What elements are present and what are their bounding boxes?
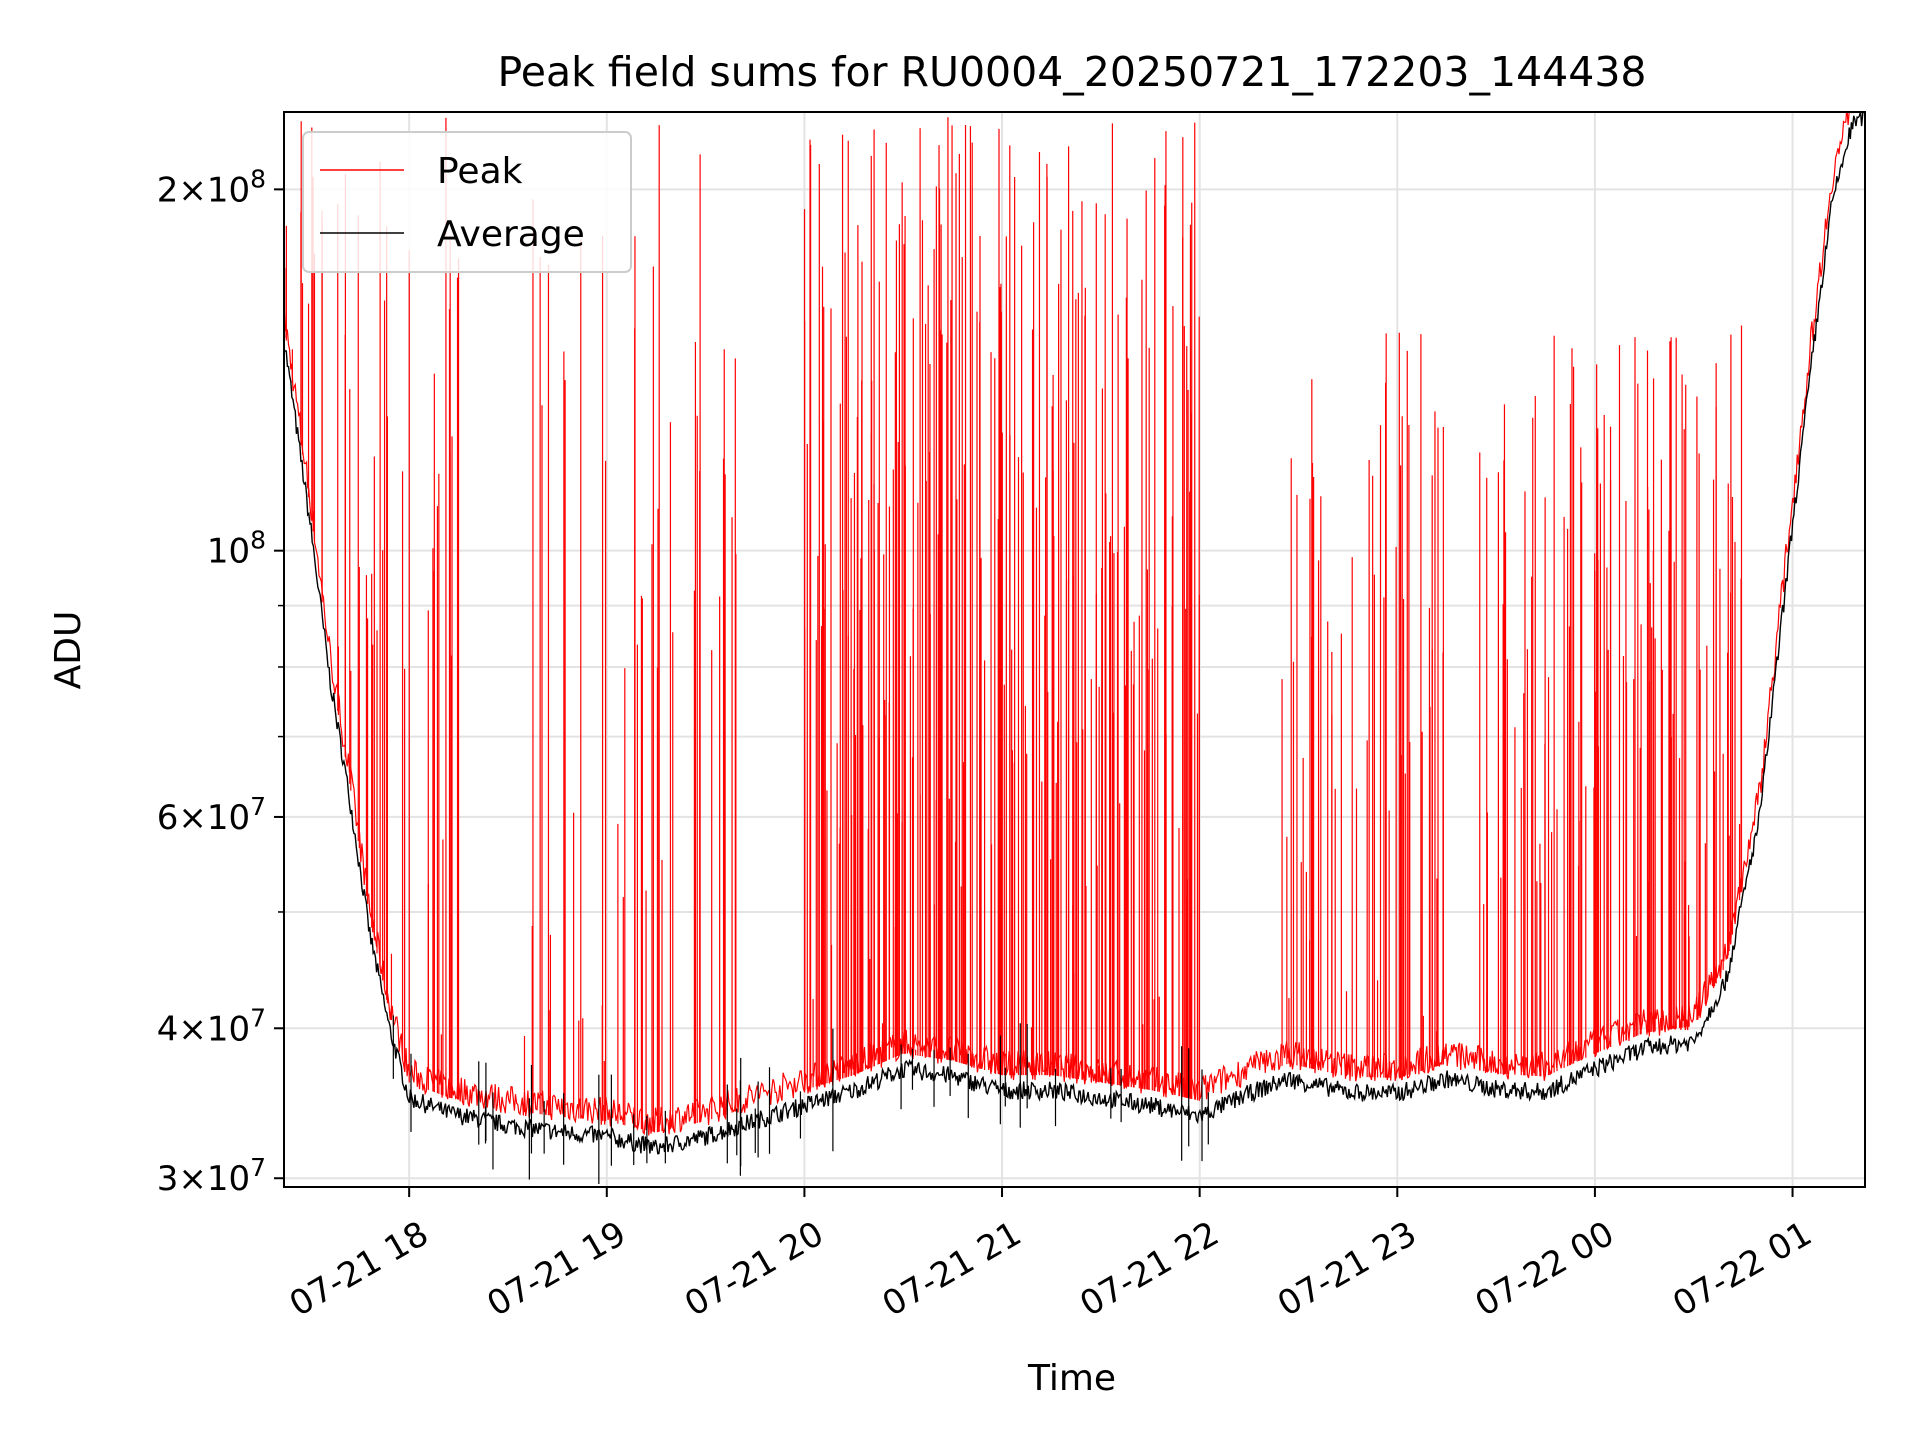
plot-area [284,112,1864,1185]
legend-average-label: Average [437,214,585,255]
y-tick-label: 4×107 [157,1003,266,1049]
y-tick-label: 3×107 [157,1153,266,1199]
y-tick-label: 6×107 [157,792,266,838]
legend-peak-label: Peak [437,151,523,192]
average-series-line [284,112,1864,1155]
x-axis-label: Time [1027,1358,1116,1399]
legend: Peak Average [302,131,632,273]
chart-title: Peak field sums for RU0004_20250721_1722… [497,48,1646,96]
plot-frame [283,111,1866,1188]
legend-box [302,131,632,273]
y-axis-label: ADU [48,611,89,690]
y-tick-label: 2×108 [157,164,266,210]
